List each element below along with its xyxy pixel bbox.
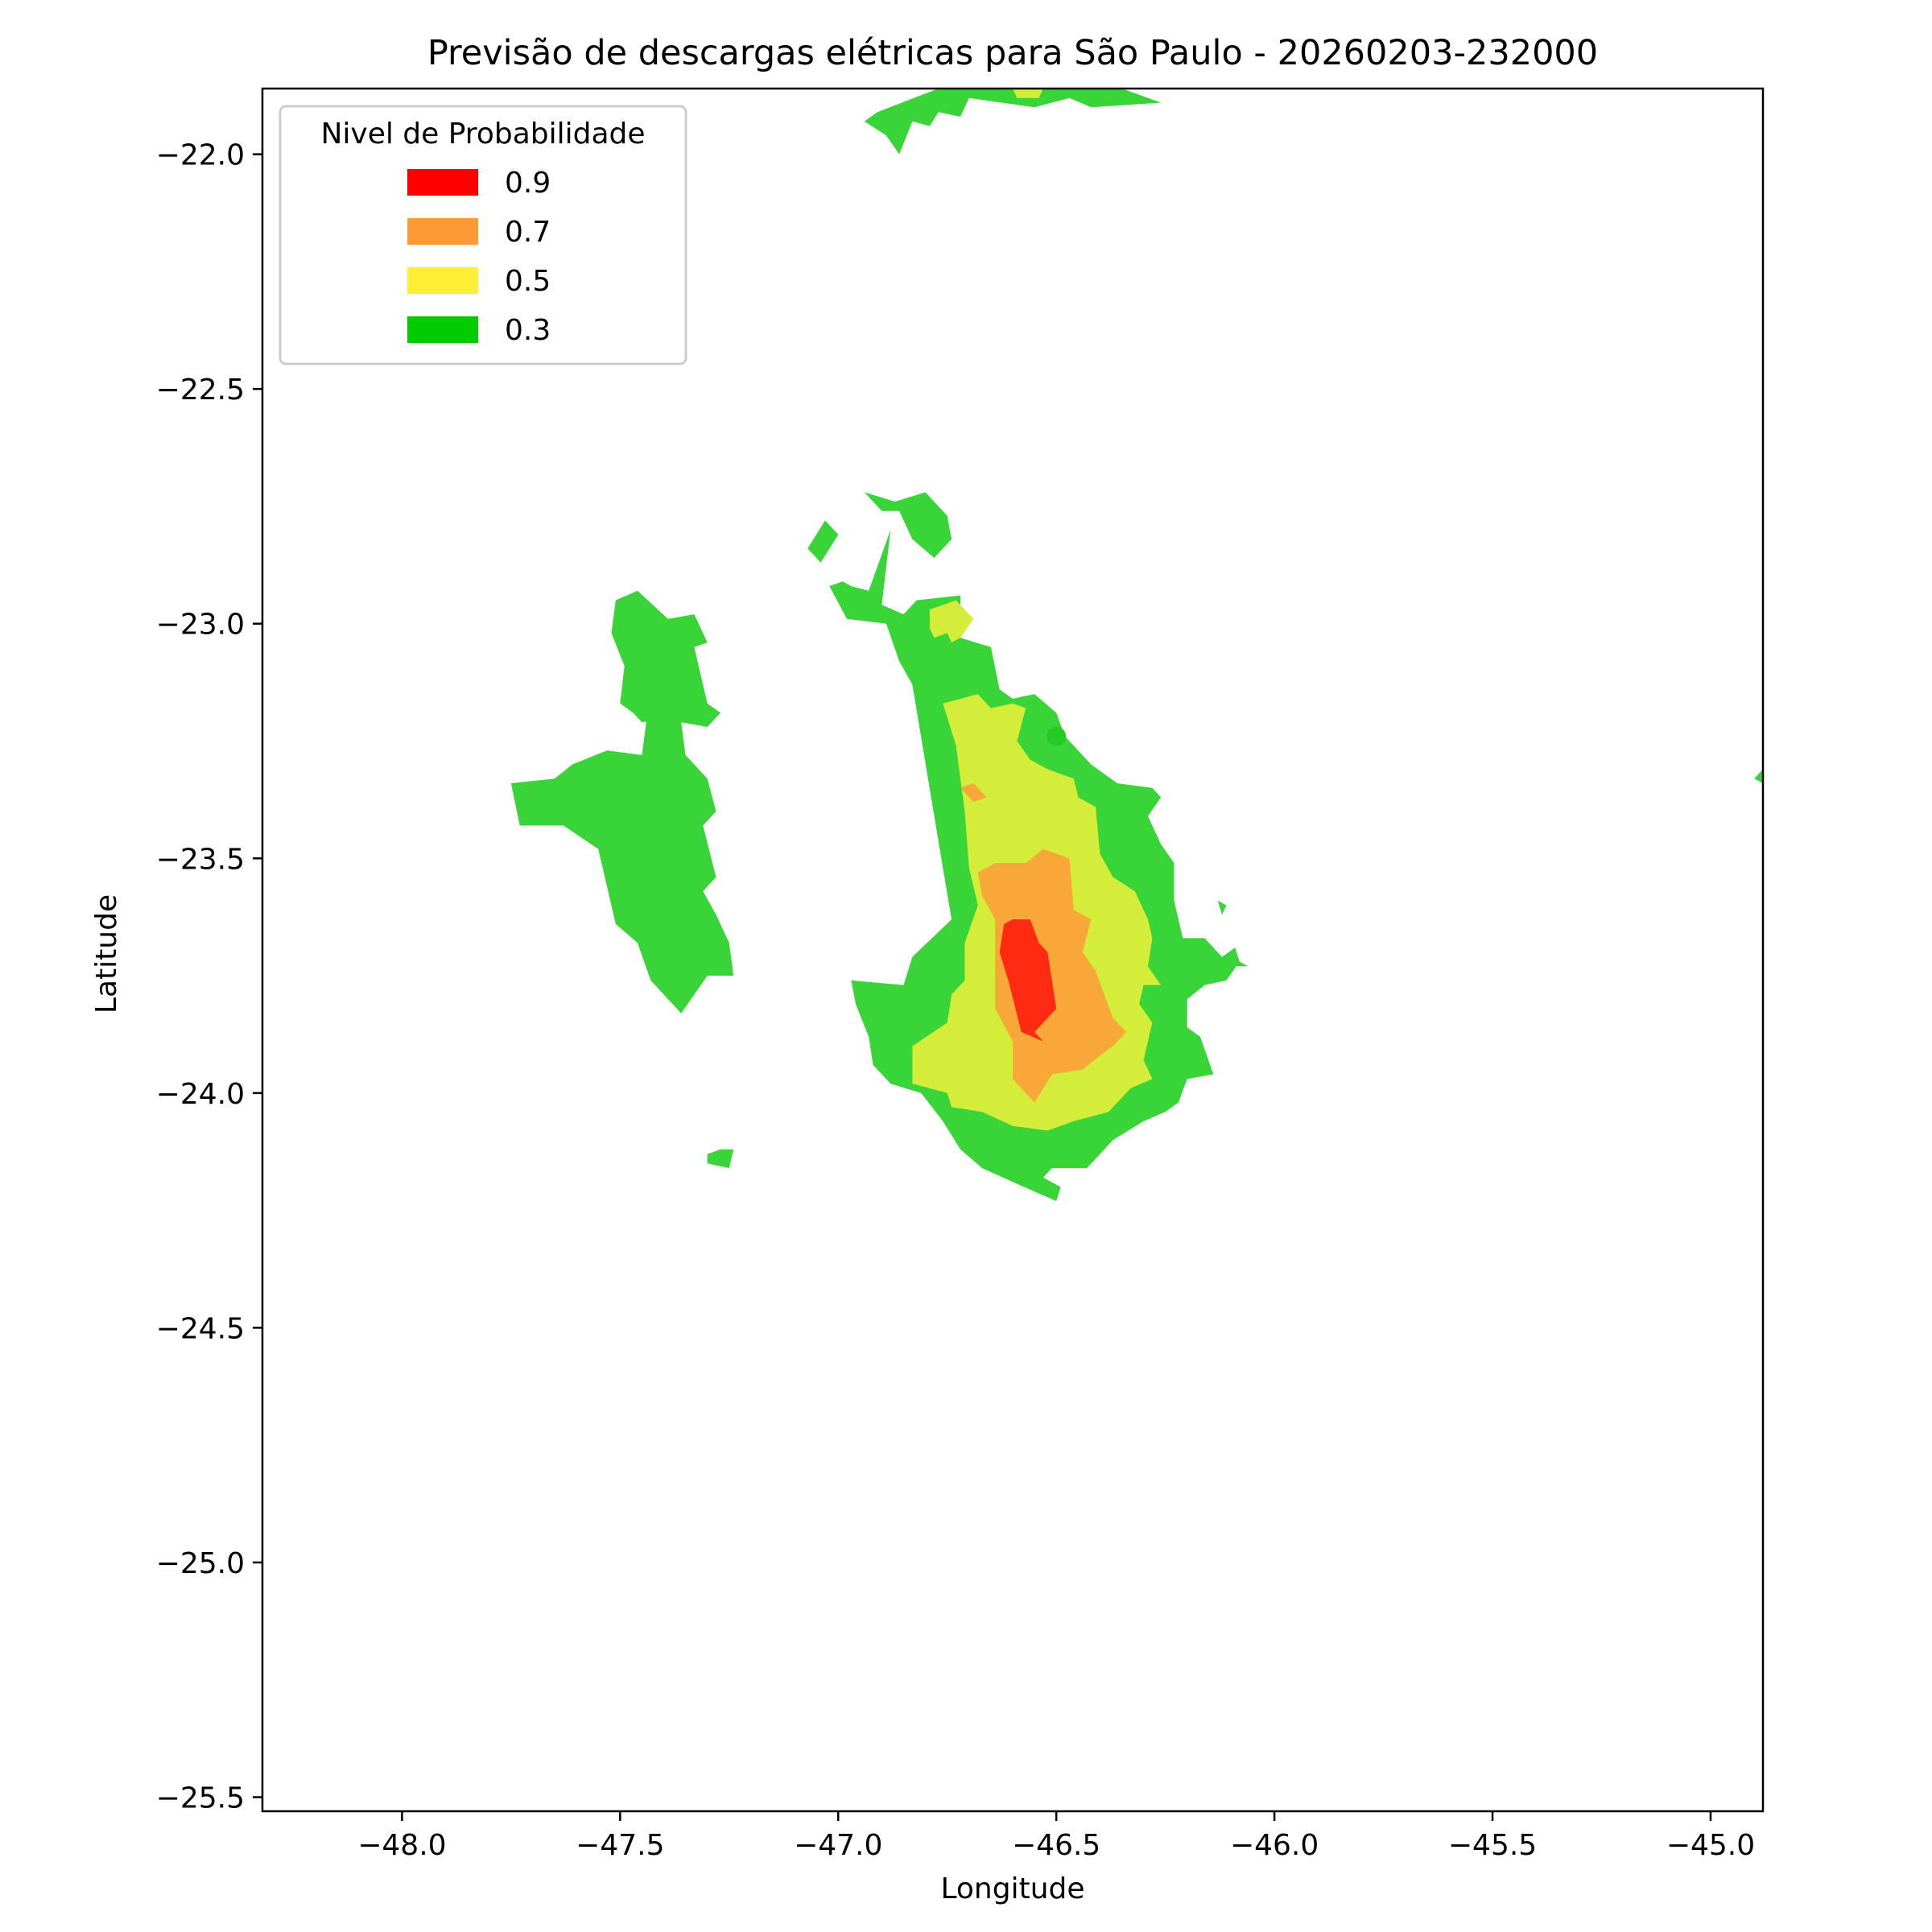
y-tick-label: −23.5	[156, 843, 245, 876]
legend-swatch-09	[407, 169, 478, 196]
x-tick-label: −47.5	[576, 1829, 664, 1862]
region-level-05-1	[1013, 89, 1043, 98]
y-tick-label: −23.0	[156, 609, 245, 642]
location-marker	[1046, 727, 1066, 746]
legend-title: Nivel de Probabilidade	[320, 118, 645, 151]
x-tick-label: −45.0	[1666, 1829, 1755, 1862]
x-tick-label: −45.5	[1448, 1829, 1537, 1862]
chart-title: Previsão de descargas elétricas para São…	[427, 33, 1598, 73]
x-tick-label: −48.0	[357, 1829, 446, 1862]
y-tick-label: −22.0	[156, 139, 245, 172]
x-tick-label: −47.0	[794, 1829, 882, 1862]
legend-label-09: 0.9	[505, 167, 551, 200]
y-tick-label: −25.5	[156, 1782, 245, 1815]
legend-label-07: 0.7	[505, 216, 551, 249]
legend-swatch-03	[407, 316, 478, 343]
x-tick-label: −46.5	[1012, 1829, 1100, 1862]
x-tick-label: −46.0	[1230, 1829, 1319, 1862]
y-tick-label: −24.5	[156, 1312, 245, 1345]
legend-swatch-05	[407, 267, 478, 294]
legend-swatch-07	[407, 218, 478, 245]
y-tick-label: −22.5	[156, 374, 245, 407]
y-axis-label: Latitude	[90, 894, 123, 1013]
legend: Nivel de Probabilidade 0.9 0.7 0.5 0.3	[280, 106, 686, 364]
legend-label-05: 0.5	[505, 265, 551, 298]
x-axis-label: Longitude	[940, 1872, 1084, 1905]
y-tick-label: −24.0	[156, 1078, 245, 1111]
legend-label-03: 0.3	[505, 314, 551, 347]
marker-layer	[1046, 727, 1066, 746]
y-tick-label: −25.0	[156, 1547, 245, 1580]
